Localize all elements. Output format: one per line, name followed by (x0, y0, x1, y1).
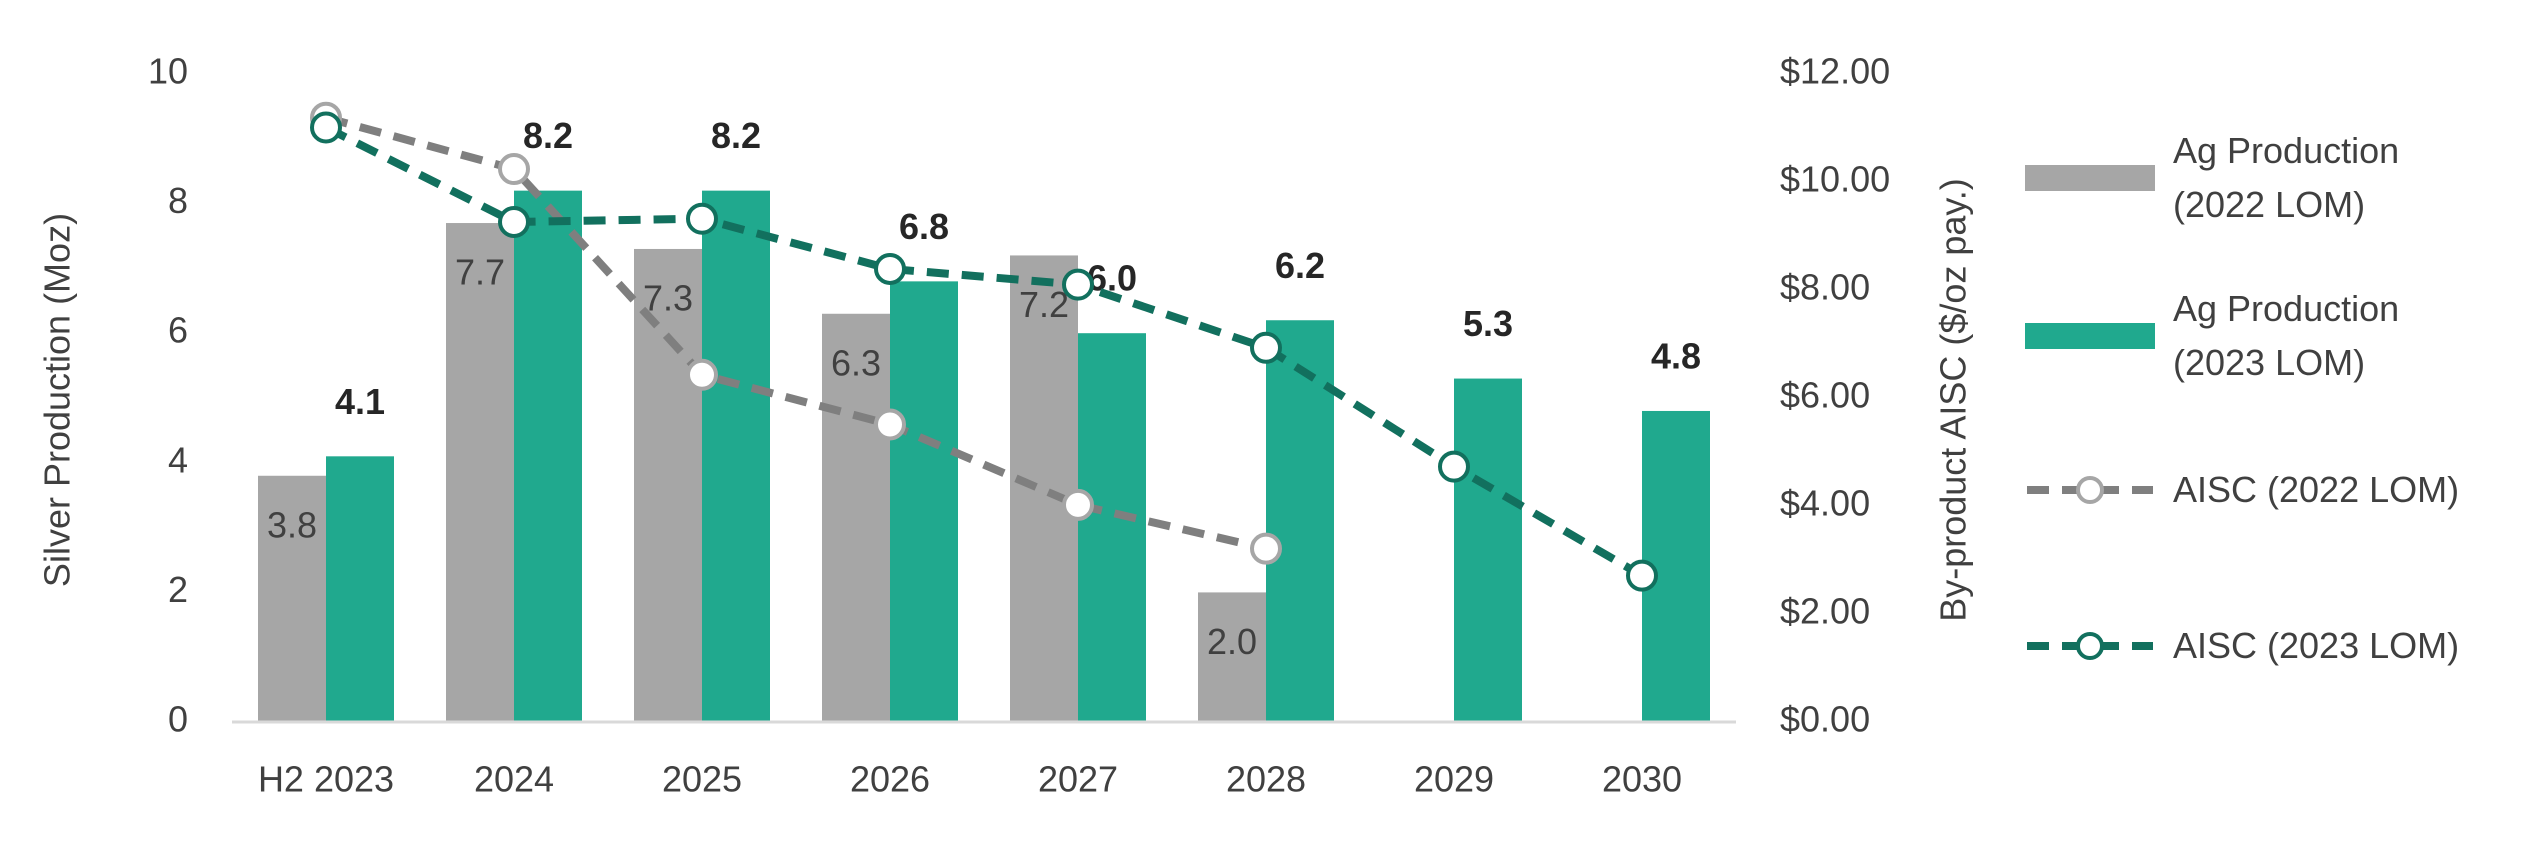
legend-swatch (2027, 632, 2153, 660)
legend-swatch (2027, 476, 2153, 504)
legend-marker (2076, 476, 2104, 504)
data-label: 4.8 (1651, 335, 1701, 376)
y-tick-label: 0 (168, 699, 188, 740)
legend-entry: Ag Production (2023 LOM) (2025, 282, 2463, 390)
bar (1198, 592, 1266, 722)
data-label: 2.0 (1207, 621, 1257, 662)
y2-axis-title: By-product AISC ($/oz pay.) (1933, 178, 1974, 622)
marker (1626, 559, 1658, 592)
legend-entry: Ag Production (2022 LOM) (2025, 124, 2463, 232)
y-tick-label: 10 (148, 51, 188, 92)
marker (310, 111, 342, 144)
data-label: 3.8 (267, 504, 317, 545)
x-tick-label: 2030 (1602, 759, 1682, 800)
legend-rect (2025, 165, 2155, 191)
x-tick-label: 2028 (1226, 759, 1306, 800)
bar (326, 456, 394, 722)
data-label: 8.2 (523, 115, 573, 156)
data-label: 6.8 (899, 206, 949, 247)
marker (1062, 268, 1094, 301)
marker (874, 408, 906, 441)
line (324, 123, 1645, 580)
y2-tick-label: $8.00 (1780, 267, 1870, 308)
data-label: 6.3 (831, 342, 881, 383)
y2-tick-label: $2.00 (1780, 591, 1870, 632)
bar (634, 248, 702, 722)
y2-tick-label: $0.00 (1780, 699, 1870, 740)
legend-rect (2025, 323, 2155, 349)
marker (1250, 331, 1282, 364)
legend-label: AISC (2023 LOM) (2173, 625, 2460, 666)
data-label: 7.2 (1019, 284, 1069, 325)
y2-tick-label: $4.00 (1780, 483, 1870, 524)
legend-marker (2076, 632, 2104, 660)
legend: Ag Production (2022 LOM) Ag Production (2… (2025, 0, 2522, 862)
y2-tick-label: $12.00 (1780, 51, 1890, 92)
data-label: 4.1 (335, 381, 385, 422)
y-axis-title: Silver Production (Moz) (37, 213, 78, 587)
marker (498, 153, 530, 186)
data-label: 7.7 (455, 252, 505, 293)
bar (446, 223, 514, 723)
legend-label: Ag Production (2023 LOM) (2173, 288, 2400, 383)
data-label: 5.3 (1463, 303, 1513, 344)
marker (686, 358, 718, 391)
bar (822, 313, 890, 722)
marker (1250, 532, 1282, 565)
legend-label: Ag Production (2022 LOM) (2173, 130, 2400, 225)
bar (1078, 333, 1146, 722)
marker (498, 205, 530, 238)
y2-tick-label: $6.00 (1780, 375, 1870, 416)
bar (258, 475, 326, 722)
y-tick-label: 6 (168, 310, 188, 351)
marker (1438, 450, 1470, 483)
legend-swatch (2025, 323, 2155, 349)
marker (1062, 488, 1094, 521)
legend-label: AISC (2022 LOM) (2173, 469, 2460, 510)
y-tick-label: 2 (168, 569, 188, 610)
y-tick-label: 8 (168, 180, 188, 221)
legend-swatch (2025, 165, 2155, 191)
data-label: 7.3 (643, 277, 693, 318)
bar (1010, 255, 1078, 722)
x-tick-label: 2027 (1038, 759, 1118, 800)
y-tick-label: 4 (168, 439, 188, 480)
legend-entry: AISC (2022 LOM) (2025, 436, 2463, 544)
bar (1266, 320, 1334, 722)
line (324, 113, 1267, 553)
data-label: 8.2 (711, 115, 761, 156)
x-tick-label: 2025 (662, 759, 742, 800)
legend-entry: AISC (2023 LOM) (2025, 592, 2463, 700)
x-tick-label: 2029 (1414, 759, 1494, 800)
marker (874, 252, 906, 285)
x-tick-label: H2 2023 (258, 759, 394, 800)
y2-tick-label: $10.00 (1780, 159, 1890, 200)
x-tick-label: 2024 (474, 759, 554, 800)
bar (514, 190, 582, 722)
bar (702, 190, 770, 722)
data-label: 6.2 (1275, 245, 1325, 286)
x-tick-label: 2026 (850, 759, 930, 800)
bar (1454, 378, 1522, 722)
marker (686, 202, 718, 235)
bar (890, 281, 958, 722)
